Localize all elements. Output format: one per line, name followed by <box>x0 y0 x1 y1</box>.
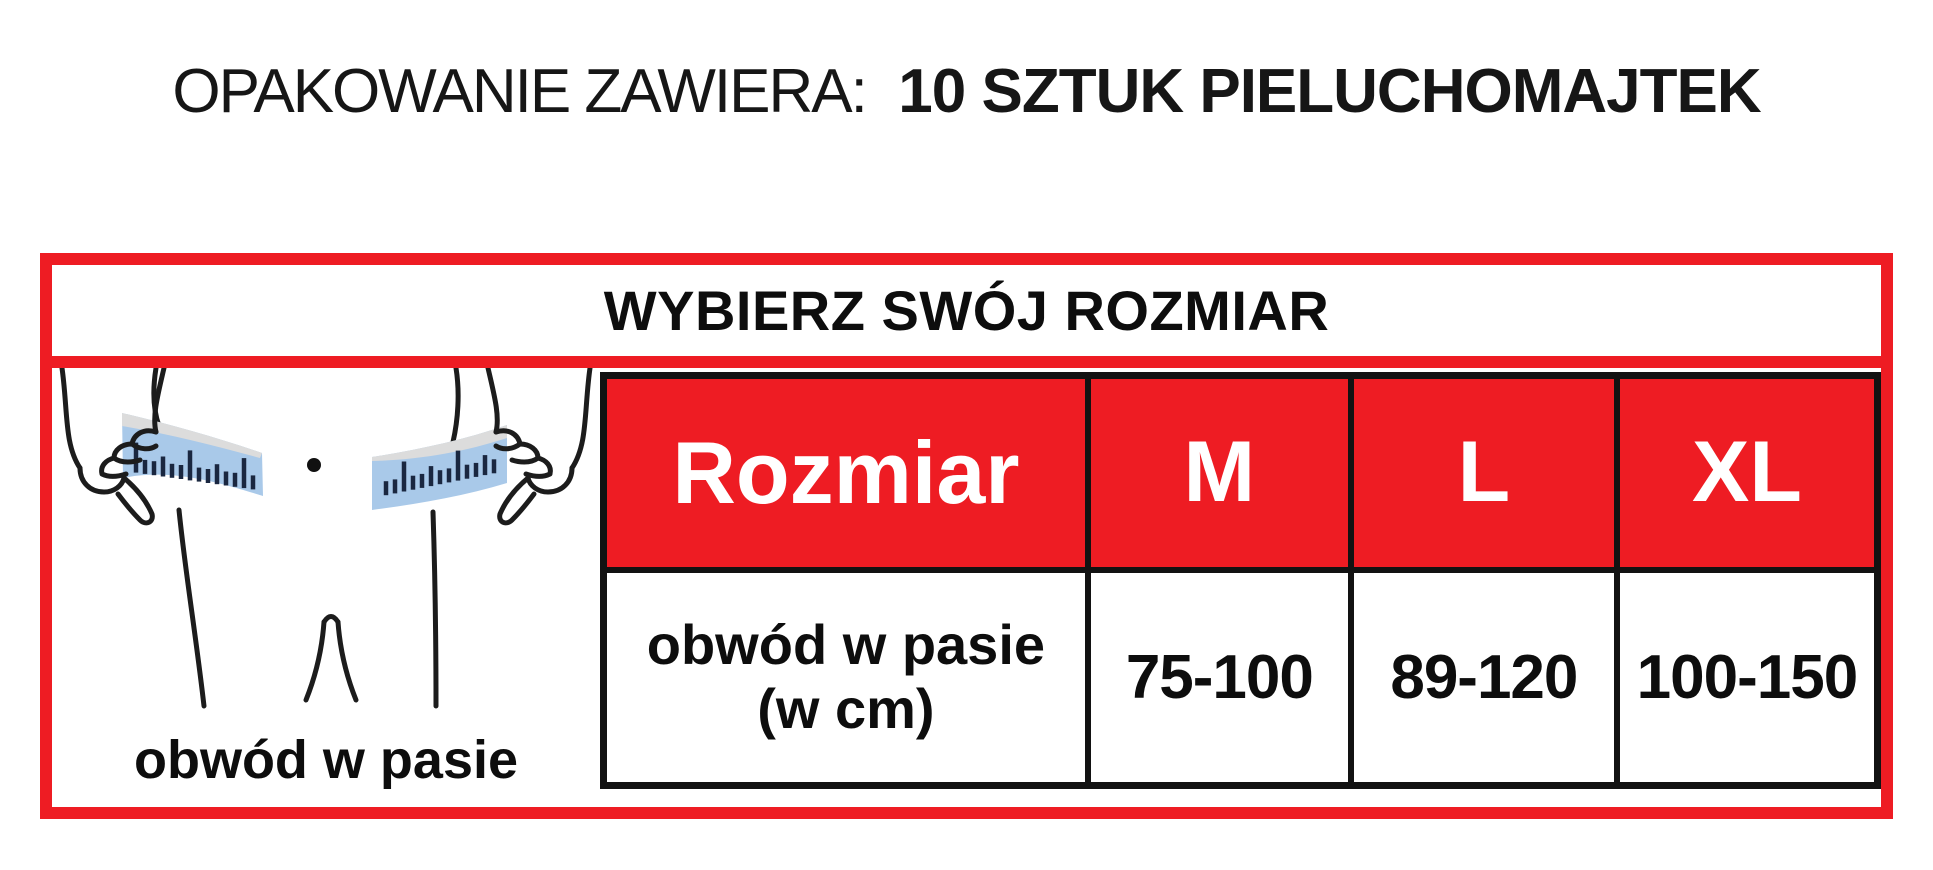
size-selector-heading: WYBIERZ SWÓJ ROZMIAR <box>52 265 1881 368</box>
title-bold-part: 10 SZTUK PIELUCHOMAJTEK <box>898 57 1761 126</box>
tape-measure-right <box>372 425 507 510</box>
waist-figure-caption: obwód w pasie <box>133 730 519 790</box>
tape-ticks-right <box>383 450 497 496</box>
size-table-range-m: 75-100 <box>1090 572 1348 782</box>
tape-measure-left <box>122 413 263 496</box>
size-table-header-l: L <box>1353 379 1614 567</box>
size-table-range-xl: 100-150 <box>1619 572 1874 782</box>
size-table-header-xl: XL <box>1619 379 1874 567</box>
size-selector-body: obwód w pasie Rozmiar M L XL obwód w pas… <box>52 368 1881 795</box>
size-table-header-rozmiar: Rozmiar <box>607 379 1085 567</box>
size-selector-panel: WYBIERZ SWÓJ ROZMIAR <box>40 253 1893 819</box>
title-space <box>883 57 898 126</box>
size-table-range-l: 89-120 <box>1353 572 1614 782</box>
belly-button-dot <box>307 458 321 472</box>
right-pointing-hand <box>485 368 593 526</box>
torso-outline <box>151 368 461 709</box>
size-table-header-m: M <box>1090 379 1348 567</box>
size-table: Rozmiar M L XL obwód w pasie (w cm) 75-1… <box>600 372 1881 789</box>
tape-ticks-left <box>133 442 256 490</box>
page-title: OPAKOWANIE ZAWIERA: 10 SZTUK PIELUCHOMAJ… <box>0 56 1933 127</box>
waist-measurement-illustration <box>59 368 593 709</box>
waist-figure-cell: obwód w pasie <box>52 368 600 795</box>
title-regular-part: OPAKOWANIE ZAWIERA: <box>172 57 867 126</box>
size-table-measurement-label: obwód w pasie (w cm) <box>607 572 1085 782</box>
left-pointing-hand <box>59 368 167 526</box>
